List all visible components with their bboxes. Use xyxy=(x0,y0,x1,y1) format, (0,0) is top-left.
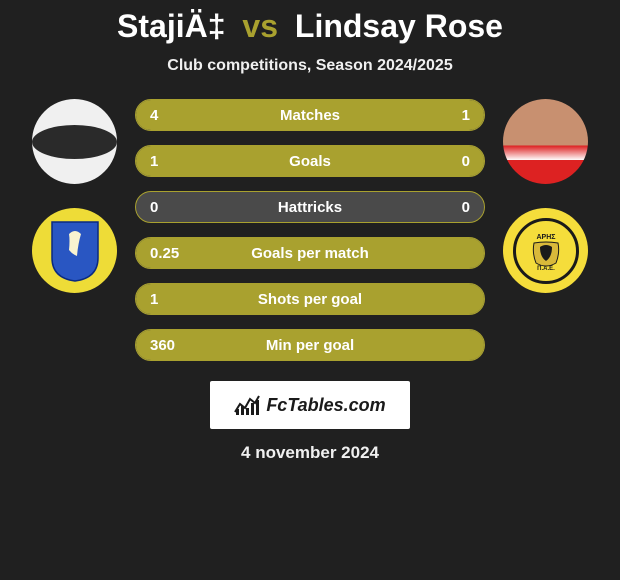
stat-value-right: 0 xyxy=(462,199,470,216)
stat-row: 4 Matches 1 xyxy=(135,99,485,131)
branding-badge: FcTables.com xyxy=(210,381,410,429)
infographic-container: StajiÄ‡ vs Lindsay Rose Club competition… xyxy=(0,0,620,580)
side-right: ΑΡΗΣ Π.Α.Ε. xyxy=(503,99,588,361)
club-b-emblem-icon: ΑΡΗΣ Π.Α.Ε. xyxy=(524,229,568,273)
branding-text: FcTables.com xyxy=(266,395,385,416)
club-logo-a xyxy=(32,208,117,293)
title-vs: vs xyxy=(242,8,278,44)
avatar-player-a xyxy=(32,99,117,184)
stat-value-left: 4 xyxy=(150,107,158,124)
stat-value-left: 1 xyxy=(150,291,158,308)
stat-value-right: 1 xyxy=(462,107,470,124)
club-logo-b: ΑΡΗΣ Π.Α.Ε. xyxy=(503,208,588,293)
stat-value-left: 1 xyxy=(150,153,158,170)
avatar-player-b xyxy=(503,99,588,184)
avatar-placeholder-icon xyxy=(32,125,117,159)
stats-column: 4 Matches 1 1 Goals 0 0 Hattricks 0 0.25 Goals per… xyxy=(135,99,485,361)
stat-label: Matches xyxy=(280,107,340,124)
page-title: StajiÄ‡ vs Lindsay Rose xyxy=(0,0,620,45)
stat-row: 0.25 Goals per match xyxy=(135,237,485,269)
stat-label: Goals per match xyxy=(251,245,369,262)
stat-label: Shots per goal xyxy=(258,291,362,308)
date-text: 4 november 2024 xyxy=(0,443,620,463)
shield-icon xyxy=(49,220,101,282)
title-player-a: StajiÄ‡ xyxy=(117,8,225,44)
stat-fill-left xyxy=(136,100,414,130)
stat-value-left: 0 xyxy=(150,199,158,216)
stat-row: 0 Hattricks 0 xyxy=(135,191,485,223)
subtitle: Club competitions, Season 2024/2025 xyxy=(0,57,620,75)
content-row: 4 Matches 1 1 Goals 0 0 Hattricks 0 0.25 Goals per… xyxy=(0,99,620,361)
svg-text:ΑΡΗΣ: ΑΡΗΣ xyxy=(536,234,555,241)
chart-icon xyxy=(234,394,260,416)
stat-label: Goals xyxy=(289,153,331,170)
stat-fill-right xyxy=(414,100,484,130)
stat-value-left: 360 xyxy=(150,337,175,354)
svg-text:Π.Α.Ε.: Π.Α.Ε. xyxy=(537,266,555,272)
side-left xyxy=(32,99,117,361)
stat-label: Hattricks xyxy=(278,199,342,216)
stat-value-right: 0 xyxy=(462,153,470,170)
stat-row: 1 Goals 0 xyxy=(135,145,485,177)
stat-row: 360 Min per goal xyxy=(135,329,485,361)
avatar-photo-icon xyxy=(503,99,588,184)
stat-row: 1 Shots per goal xyxy=(135,283,485,315)
stat-label: Min per goal xyxy=(266,337,354,354)
title-player-b: Lindsay Rose xyxy=(295,8,503,44)
stat-value-left: 0.25 xyxy=(150,245,179,262)
